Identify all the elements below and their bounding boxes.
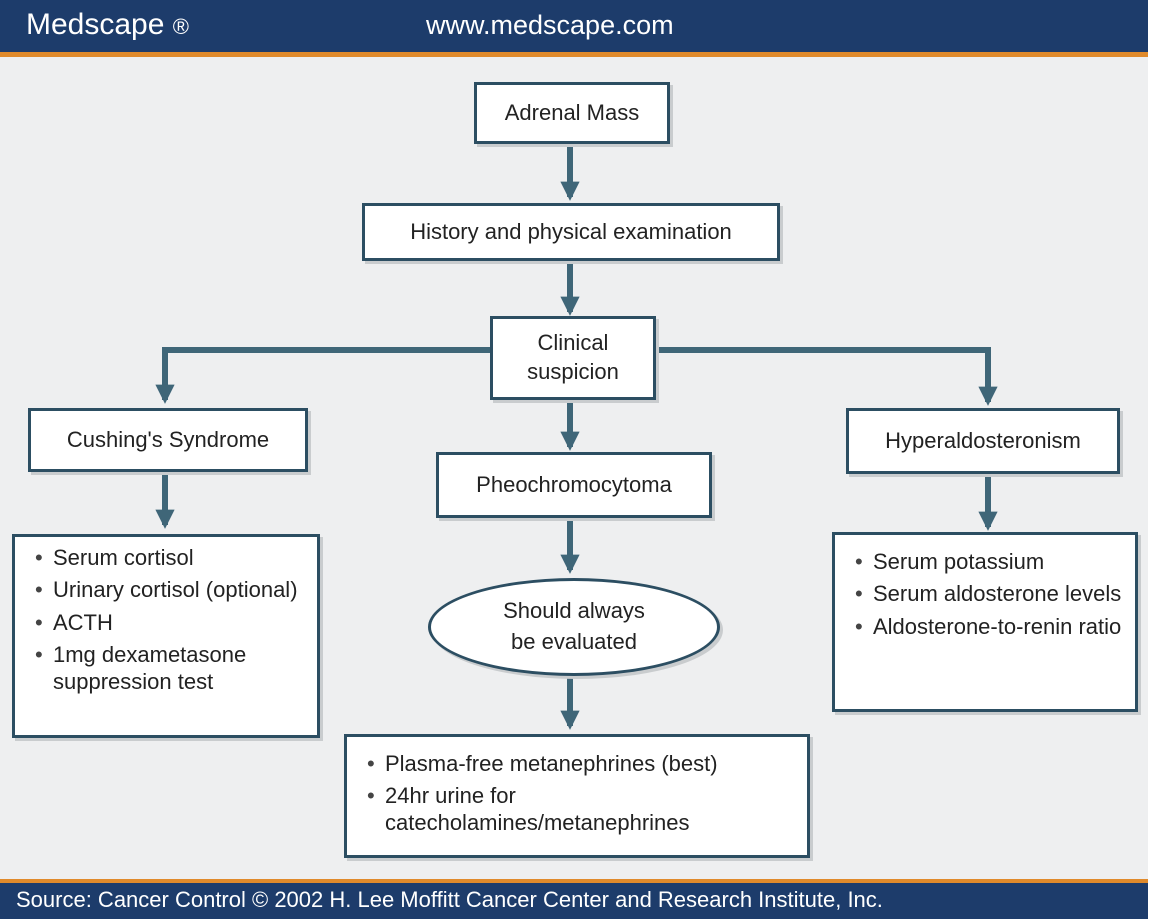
list-item: Serum aldosterone levels [849, 581, 1121, 608]
site-url: www.medscape.com [426, 10, 674, 40]
cushings-tests-box: Serum cortisol Urinary cortisol (optiona… [12, 534, 320, 738]
history-exam-label: History and physical examination [410, 218, 732, 244]
source-credit: Source: Cancer Control © 2002 H. Lee Mof… [16, 887, 883, 912]
pheo-box: Pheochromocytoma [436, 452, 712, 518]
list-item: Serum cortisol [29, 545, 305, 572]
clinical-suspicion-line1: Clinical [537, 330, 609, 356]
cushings-box: Cushing's Syndrome [28, 408, 308, 472]
adrenal-mass-label: Adrenal Mass [504, 99, 640, 125]
hyperaldo-tests-box: Serum potassium Serum aldosterone levels… [832, 532, 1138, 712]
pheo-label: Pheochromocytoma [476, 471, 672, 497]
pheo-tests-list: Plasma-free metanephrines (best) 24hr ur… [361, 751, 795, 842]
oval-line1: Should always [503, 598, 645, 624]
arrow-suspicion-to-cushings [155, 347, 490, 404]
list-item: Plasma-free metanephrines (best) [361, 751, 795, 778]
header-bar: Medscape ® www.medscape.com [0, 0, 1148, 57]
brand-name: Medscape [26, 8, 165, 41]
clinical-suspicion-box: Clinical suspicion [490, 316, 656, 400]
hyperaldo-label: Hyperaldosteronism [885, 427, 1081, 453]
medscape-logo: Medscape ® [26, 8, 189, 42]
oval-line2: be evaluated [511, 629, 637, 654]
cushings-label: Cushing's Syndrome [66, 426, 270, 452]
list-item: Urinary cortisol (optional) [29, 577, 305, 604]
list-item: Aldosterone-to-renin ratio [849, 614, 1121, 641]
cushings-tests-list: Serum cortisol Urinary cortisol (optiona… [29, 545, 305, 701]
evaluation-oval: Should always be evaluated [428, 578, 720, 676]
hyperaldo-box: Hyperaldosteronism [846, 408, 1120, 474]
hyperaldo-tests-list: Serum potassium Serum aldosterone levels… [849, 549, 1121, 646]
list-item: ACTH [29, 610, 305, 637]
footer-bar: Source: Cancer Control © 2002 H. Lee Mof… [0, 879, 1148, 919]
history-exam-box: History and physical examination [362, 203, 780, 261]
adrenal-mass-box: Adrenal Mass [474, 82, 670, 144]
arrow-suspicion-to-hyperaldo [655, 347, 998, 406]
registered-mark: ® [172, 14, 189, 39]
list-item: Serum potassium [849, 549, 1121, 576]
list-item: 1mg dexametasone suppression test [29, 642, 305, 695]
clinical-suspicion-line2: suspicion [527, 359, 619, 384]
list-item: 24hr urine for catecholamines/metanephri… [361, 783, 795, 836]
pheo-tests-box: Plasma-free metanephrines (best) 24hr ur… [344, 734, 810, 858]
